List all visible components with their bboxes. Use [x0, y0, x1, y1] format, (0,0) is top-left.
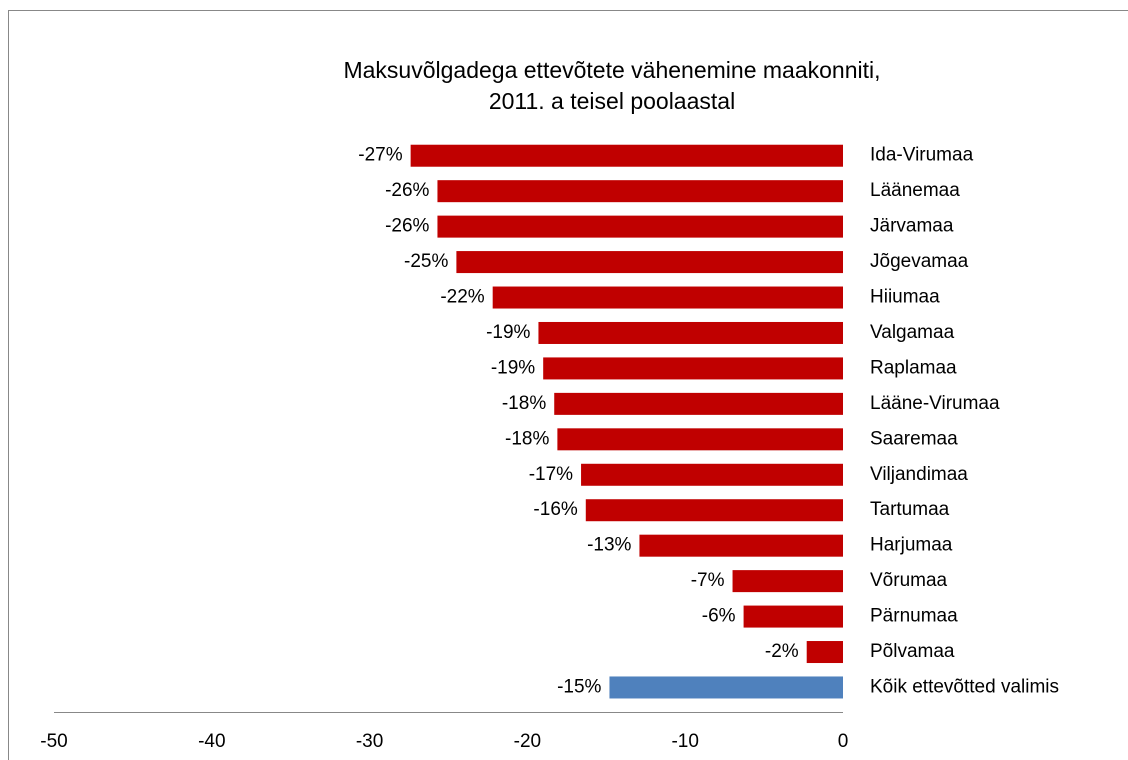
y-tick-label: Ida-Virumaa: [870, 145, 974, 166]
chart-border: [8, 10, 1128, 760]
bar: [437, 180, 843, 203]
value-label: -6%: [702, 606, 736, 627]
bar: [410, 144, 843, 167]
bar: [437, 215, 843, 238]
x-tick-label: -30: [356, 731, 383, 752]
y-tick-label: Tartumaa: [870, 499, 950, 520]
value-label: -7%: [691, 570, 725, 591]
chart-title: Maksuvõlgadega ettevõtete vähenemine maa…: [343, 57, 880, 83]
bar: [554, 392, 843, 415]
value-label: -17%: [529, 464, 573, 485]
bar: [557, 428, 843, 451]
value-label: -18%: [505, 428, 549, 449]
value-label: -18%: [502, 393, 546, 414]
y-tick-label: Saaremaa: [870, 428, 958, 449]
y-tick-label: Viljandimaa: [870, 464, 968, 485]
value-label: -2%: [765, 641, 799, 662]
chart-title: 2011. a teisel poolaastal: [489, 88, 735, 114]
value-label: -13%: [587, 535, 631, 556]
bar: [538, 321, 843, 344]
bar: [743, 605, 843, 628]
bar: [581, 463, 843, 486]
x-tick-label: -40: [198, 731, 225, 752]
x-tick-label: 0: [838, 731, 849, 752]
value-label: -25%: [404, 251, 448, 272]
bar: [585, 499, 843, 522]
y-tick-label: Läänemaa: [870, 180, 960, 201]
bar: [639, 534, 843, 557]
value-label: -22%: [440, 287, 484, 308]
bar: [456, 251, 843, 274]
y-tick-label: Valgamaa: [870, 322, 955, 343]
y-tick-label: Jõgevamaa: [870, 251, 969, 272]
bar: [732, 570, 843, 593]
bar: [492, 286, 843, 309]
y-tick-label: Põlvamaa: [870, 641, 955, 662]
y-tick-label: Hiiumaa: [870, 287, 940, 308]
y-tick-label: Raplamaa: [870, 357, 957, 378]
bar: [806, 641, 843, 664]
bar: [543, 357, 843, 380]
value-label: -15%: [557, 676, 601, 697]
value-label: -26%: [385, 180, 429, 201]
value-label: -27%: [358, 145, 402, 166]
value-label: -26%: [385, 216, 429, 237]
y-tick-label: Kõik ettevõtted valimis: [870, 676, 1059, 697]
y-tick-label: Harjumaa: [870, 535, 953, 556]
y-tick-label: Järvamaa: [870, 216, 954, 237]
value-label: -19%: [486, 322, 530, 343]
value-label: -16%: [533, 499, 577, 520]
y-tick-label: Võrumaa: [870, 570, 948, 591]
x-tick-label: -20: [514, 731, 541, 752]
bar: [609, 676, 843, 699]
y-tick-label: Lääne-Virumaa: [870, 393, 1000, 414]
y-tick-label: Pärnumaa: [870, 606, 958, 627]
x-tick-label: -50: [40, 731, 67, 752]
x-tick-label: -10: [671, 731, 698, 752]
value-label: -19%: [491, 357, 535, 378]
